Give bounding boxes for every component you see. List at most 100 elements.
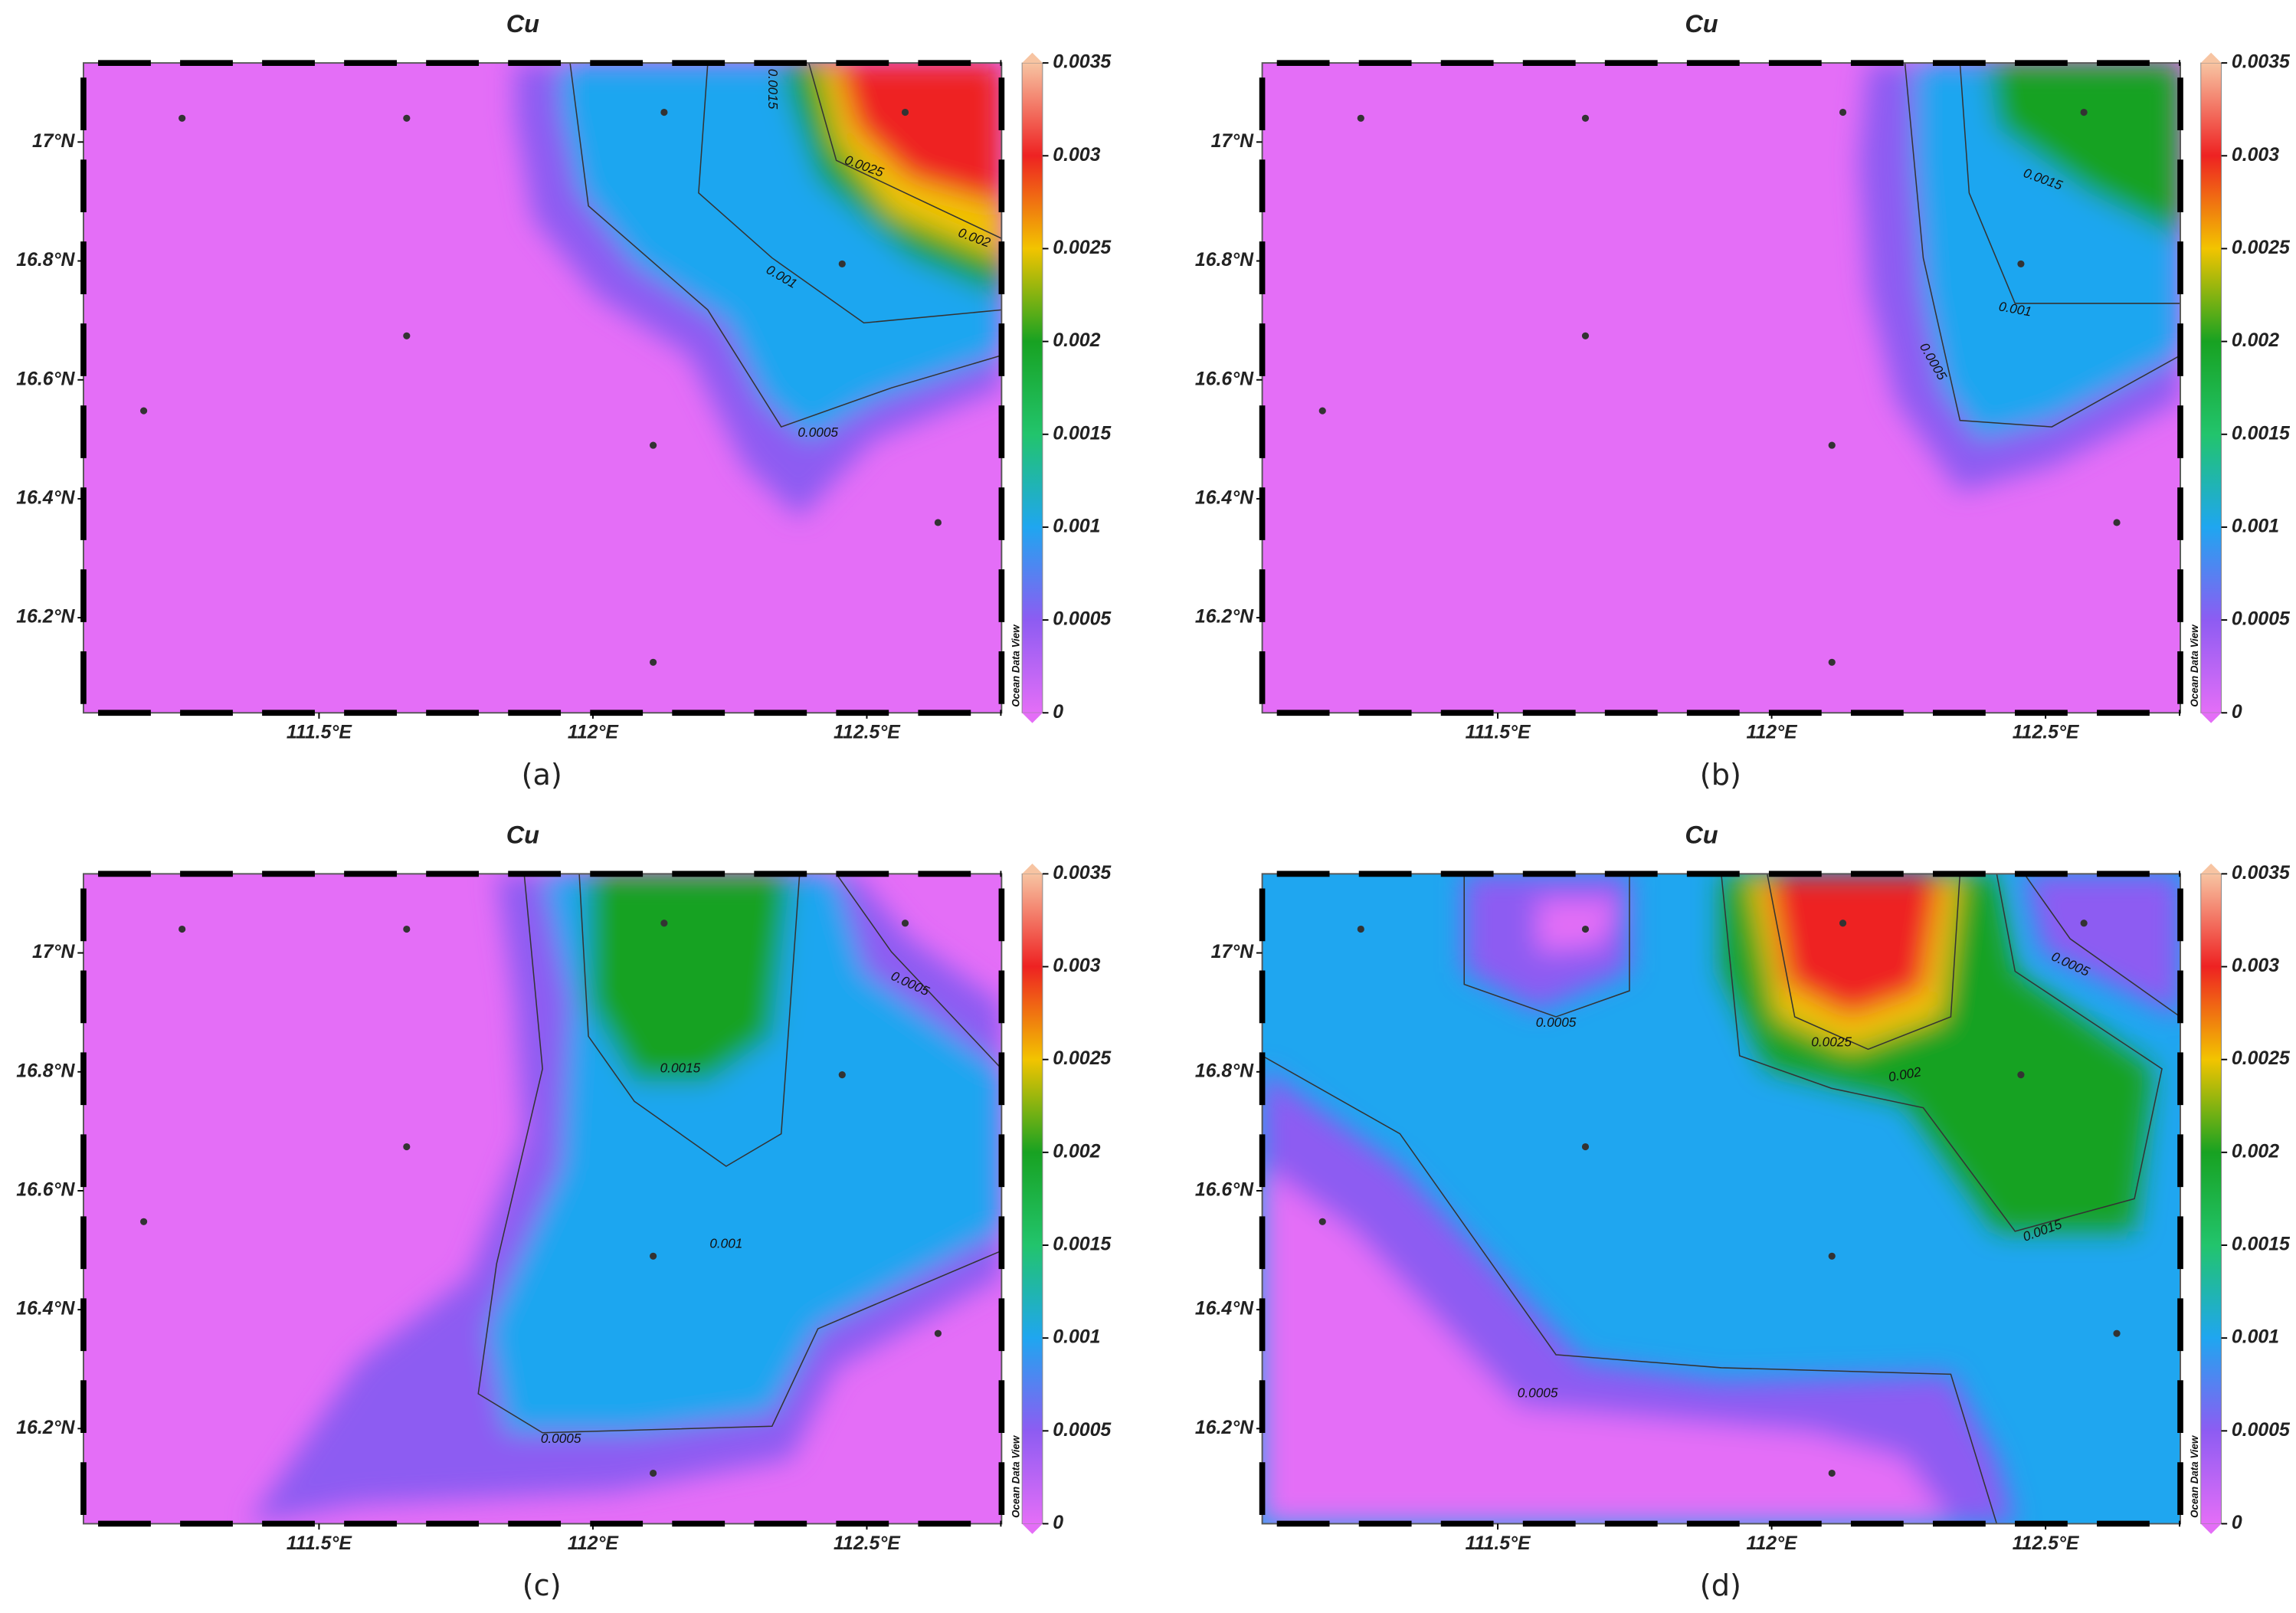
station <box>1581 332 1590 339</box>
field-blobs <box>248 874 1002 1524</box>
colorbar-tick-label: 0.001 <box>1053 1327 1100 1348</box>
y-tick-label: 17°N <box>32 942 76 962</box>
colorbar-tick-label: 0.0025 <box>1053 238 1112 258</box>
panel-title: Cu <box>1685 821 1718 848</box>
station <box>2080 920 2088 927</box>
contour-label: 0.001 <box>709 1235 742 1251</box>
contour-line <box>578 874 801 1167</box>
x-tick-label: 112°E <box>1747 723 1799 743</box>
contour-label: 0.0005 <box>798 425 838 440</box>
field-region <box>588 874 791 1082</box>
contour-label: 0.0005 <box>1536 1015 1577 1030</box>
colorbar-tick-label: 0 <box>1053 1513 1063 1533</box>
contour-line <box>569 63 1002 428</box>
map-panel: Cu(a)0.00150.00250.0020.0010.0005111.5°E… <box>16 10 1112 792</box>
y-tick-label: 16.2°N <box>16 1418 75 1438</box>
contour-line <box>1959 63 2181 304</box>
colorbar-tick-label: 0.003 <box>1053 956 1100 976</box>
station <box>1828 1469 1836 1477</box>
x-tick-label: 112.5°E <box>834 723 901 743</box>
colorbar-tick-label: 0.0005 <box>1053 609 1112 630</box>
station <box>650 1252 657 1260</box>
y-tick-label: 16.4°N <box>16 487 75 508</box>
colorbar-cap <box>2200 1523 2222 1534</box>
station <box>403 332 411 339</box>
station <box>650 658 657 666</box>
watermark: Ocean Data View <box>2189 624 2200 707</box>
station <box>1581 925 1590 933</box>
panel-caption: (d) <box>1700 1569 1741 1603</box>
colorbar-tick-label: 0.002 <box>2232 330 2279 351</box>
contour-line <box>807 63 1002 239</box>
station <box>1839 108 1847 116</box>
station <box>2080 108 2088 116</box>
colorbar-tick-label: 0.002 <box>1053 1141 1100 1162</box>
colorbar-tick-label: 0.002 <box>2232 1141 2279 1162</box>
contour-line <box>2023 874 2181 1018</box>
station <box>934 519 942 526</box>
colorbar-cap <box>1022 713 1043 723</box>
station <box>934 1329 942 1337</box>
watermark: Ocean Data View <box>2189 1434 2200 1518</box>
station <box>179 114 186 122</box>
y-tick-label: 16.2°N <box>16 607 75 628</box>
colorbar-tick-label: 0.003 <box>2232 956 2279 976</box>
contour-line <box>1262 1055 1998 1524</box>
station <box>660 108 668 116</box>
x-tick-label: 111.5°E <box>287 723 352 743</box>
field-blobs <box>1262 874 2181 1524</box>
contour-line <box>1766 874 1961 1051</box>
colorbar-tick-label: 0.002 <box>1053 330 1100 351</box>
panel-caption: (c) <box>522 1569 562 1603</box>
colorbar-tick-label: 0.003 <box>2232 145 2279 166</box>
station <box>140 407 148 415</box>
contour-line <box>836 874 1002 1070</box>
x-tick-label: 112°E <box>1747 1533 1799 1554</box>
station <box>1357 114 1364 122</box>
field-blobs <box>515 63 1002 518</box>
colorbar-tick-label: 0.0005 <box>2232 609 2291 630</box>
y-tick-label: 16.8°N <box>1195 250 1254 270</box>
panel-caption: (a) <box>522 759 562 792</box>
colorbar-tick-label: 0.0025 <box>1053 1048 1112 1069</box>
panel-title: Cu <box>506 821 539 848</box>
colorbar-tick-label: 0.001 <box>2232 516 2279 536</box>
colorbar-tick-label: 0.0015 <box>2232 423 2291 444</box>
station <box>1581 1143 1590 1151</box>
y-tick-label: 16.4°N <box>1195 487 1254 508</box>
x-tick-label: 111.5°E <box>287 1533 352 1554</box>
panel-caption: (b) <box>1700 759 1741 792</box>
station <box>403 925 411 933</box>
colorbar <box>2200 62 2222 713</box>
colorbar <box>1021 62 1043 713</box>
x-tick-label: 112.5°E <box>834 1533 901 1554</box>
station <box>1357 925 1364 933</box>
station <box>1828 441 1836 449</box>
colorbar-tick-label: 0.003 <box>1053 145 1100 166</box>
map-panel: Cu (c) 0.0005 0.0015 0.001 0.0005 111.5°E 112°E… <box>16 821 1112 1603</box>
contour-line <box>1463 874 1630 1018</box>
panel-title: Cu <box>506 10 539 38</box>
x-tick-label: 111.5°E <box>1466 1533 1531 1554</box>
station <box>1828 658 1836 666</box>
field-blobs <box>1859 63 2181 492</box>
y-tick-label: 17°N <box>32 131 76 152</box>
y-tick-label: 16.8°N <box>16 250 75 270</box>
station <box>1828 1252 1836 1260</box>
colorbar-tick-label: 0 <box>2232 702 2242 723</box>
x-tick-label: 112°E <box>568 1533 620 1554</box>
colorbar-tick-label: 0.0035 <box>2232 52 2291 73</box>
field-region <box>1767 874 1942 1017</box>
colorbar <box>2200 873 2222 1524</box>
station <box>901 108 909 116</box>
colorbar-cap <box>1022 863 1043 874</box>
field-region <box>836 63 1002 206</box>
colorbar-tick-label: 0.0005 <box>2232 1420 2291 1441</box>
colorbar-tick-label: 0.0025 <box>2232 238 2291 258</box>
station <box>1318 407 1326 415</box>
colorbar-tick-label: 0.0015 <box>1053 1234 1112 1255</box>
contour-line <box>477 874 1002 1434</box>
colorbar-tick-label: 0.0035 <box>1053 863 1112 884</box>
